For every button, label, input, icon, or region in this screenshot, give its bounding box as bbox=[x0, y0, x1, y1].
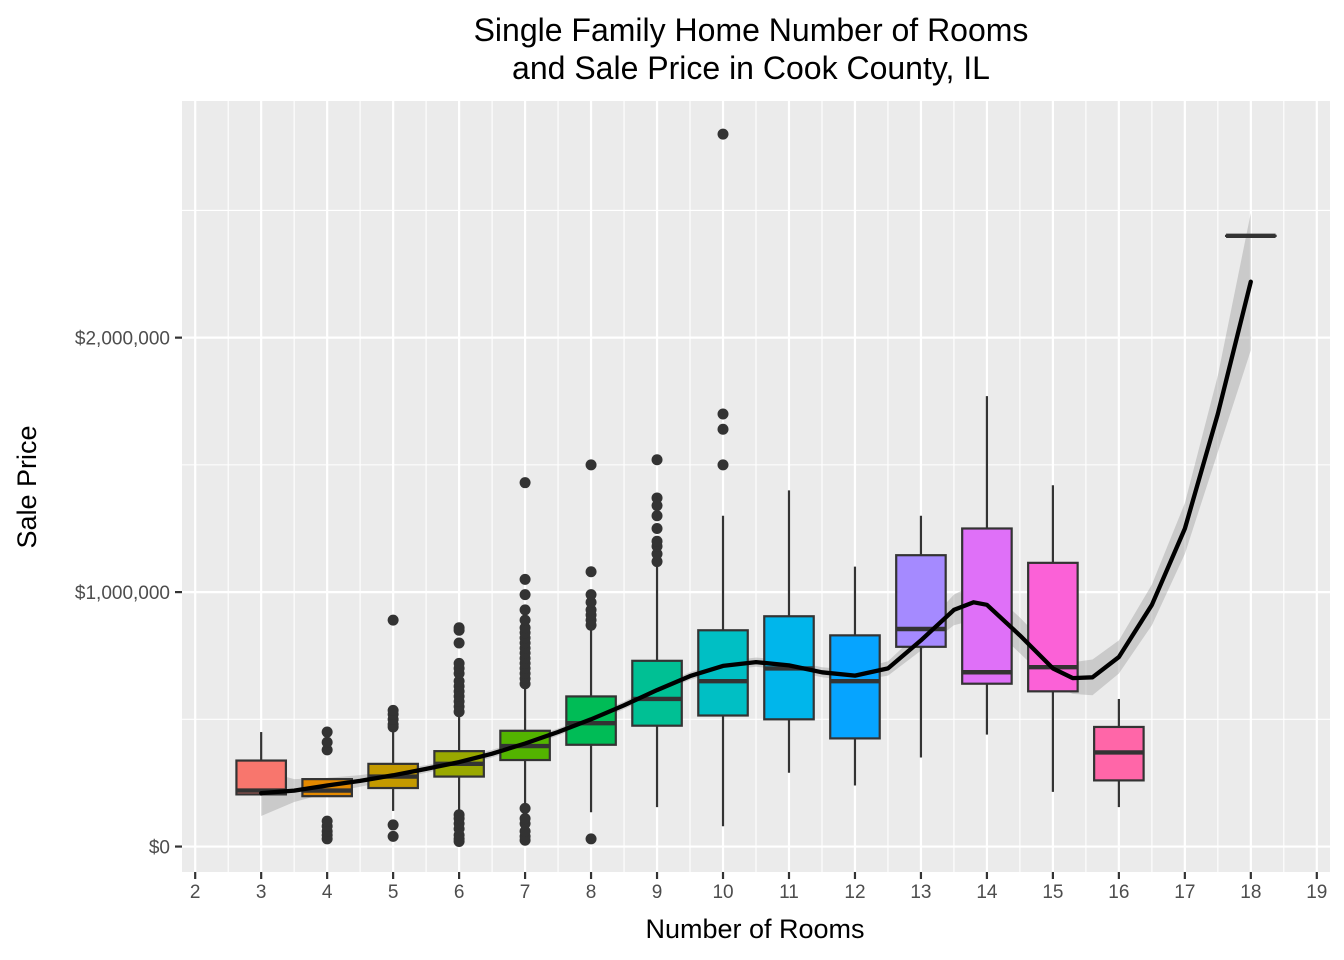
x-tick-label: 2 bbox=[190, 882, 201, 903]
box-rooms-16 bbox=[1093, 698, 1145, 808]
outlier-point bbox=[519, 604, 531, 616]
plot-panel bbox=[182, 101, 1330, 872]
x-tick-label: 10 bbox=[712, 882, 733, 903]
x-tick-label: 16 bbox=[1108, 882, 1129, 903]
outlier-point bbox=[519, 825, 531, 837]
box-series bbox=[235, 128, 1277, 847]
smooth-trend-line bbox=[259, 279, 1253, 796]
outlier-point bbox=[321, 726, 333, 738]
x-tick-label: 8 bbox=[586, 882, 597, 903]
box-rooms-12 bbox=[829, 566, 881, 786]
outlier-point bbox=[717, 423, 729, 435]
outlier-point bbox=[585, 604, 597, 616]
outlier-point bbox=[453, 657, 465, 669]
x-tick-label: 7 bbox=[520, 882, 531, 903]
outlier-point bbox=[585, 596, 597, 608]
outlier-point bbox=[717, 128, 729, 140]
outlier-point bbox=[585, 459, 597, 471]
box-rooms-7 bbox=[499, 477, 551, 846]
box-rooms-13 bbox=[895, 515, 947, 758]
y-tick-label: $2,000,000 bbox=[75, 329, 170, 350]
x-tick-label: 4 bbox=[322, 882, 333, 903]
smooth-line bbox=[259, 279, 1253, 796]
x-tick-label: 19 bbox=[1306, 882, 1327, 903]
box-iqr bbox=[895, 554, 947, 648]
x-tick-label: 18 bbox=[1240, 882, 1261, 903]
x-tick-label: 5 bbox=[388, 882, 399, 903]
chart-title-line-1: Single Family Home Number of Rooms bbox=[474, 12, 1029, 48]
outlier-point bbox=[651, 522, 663, 534]
outlier-point bbox=[387, 819, 399, 831]
chart-title-line-2: and Sale Price in Cook County, IL bbox=[512, 50, 990, 86]
outlier-point bbox=[651, 454, 663, 466]
x-tick-label: 14 bbox=[976, 882, 998, 903]
x-tick-label: 11 bbox=[779, 882, 799, 903]
outlier-point bbox=[519, 622, 531, 634]
box-iqr bbox=[829, 634, 881, 740]
outlier-point bbox=[651, 510, 663, 522]
outlier-point bbox=[651, 535, 663, 547]
box-rooms-3 bbox=[235, 732, 288, 796]
outlier-point bbox=[717, 459, 729, 471]
x-tick-label: 3 bbox=[256, 882, 267, 903]
outlier-point bbox=[321, 815, 333, 827]
outlier-point bbox=[651, 492, 663, 504]
outlier-point bbox=[651, 548, 663, 560]
x-tick-label: 6 bbox=[454, 882, 465, 903]
outlier-point bbox=[519, 589, 531, 601]
outlier-point bbox=[519, 477, 531, 489]
outlier-point bbox=[321, 744, 333, 756]
x-axis-title: Number of Rooms bbox=[645, 914, 864, 944]
outlier-point bbox=[387, 704, 399, 716]
outlier-point bbox=[387, 830, 399, 842]
x-tick-label: 15 bbox=[1042, 882, 1063, 903]
outlier-point bbox=[717, 408, 729, 420]
outlier-point bbox=[453, 809, 465, 821]
outlier-point bbox=[519, 802, 531, 814]
box-iqr bbox=[1027, 561, 1079, 693]
y-tick-label: $1,000,000 bbox=[75, 583, 170, 604]
outlier-point bbox=[453, 675, 465, 687]
outlier-point bbox=[585, 833, 597, 845]
outlier-point bbox=[453, 637, 465, 649]
outlier-point bbox=[519, 614, 531, 626]
outlier-point bbox=[387, 614, 399, 626]
y-tick-label: $0 bbox=[149, 838, 170, 859]
outlier-point bbox=[585, 566, 597, 578]
outlier-point bbox=[585, 589, 597, 601]
x-tick-label: 13 bbox=[910, 882, 931, 903]
x-tick-label: 9 bbox=[652, 882, 663, 903]
outlier-point bbox=[519, 573, 531, 585]
box-iqr bbox=[631, 659, 683, 727]
box-rooms-9 bbox=[631, 454, 683, 808]
outlier-point bbox=[651, 500, 663, 512]
axes: 2 3 4 5 6 7 8 9 10 11 12 13 14 15 16 17 18 19 $0 $1,000,000… bbox=[75, 329, 1327, 903]
x-tick-label: 17 bbox=[1174, 882, 1195, 903]
y-axis-title: Sale Price bbox=[12, 425, 42, 548]
outlier-point bbox=[651, 556, 663, 568]
outlier-point bbox=[321, 736, 333, 748]
outlier-point bbox=[519, 813, 531, 825]
x-tick-label: 12 bbox=[844, 882, 865, 903]
outlier-point bbox=[453, 622, 465, 634]
